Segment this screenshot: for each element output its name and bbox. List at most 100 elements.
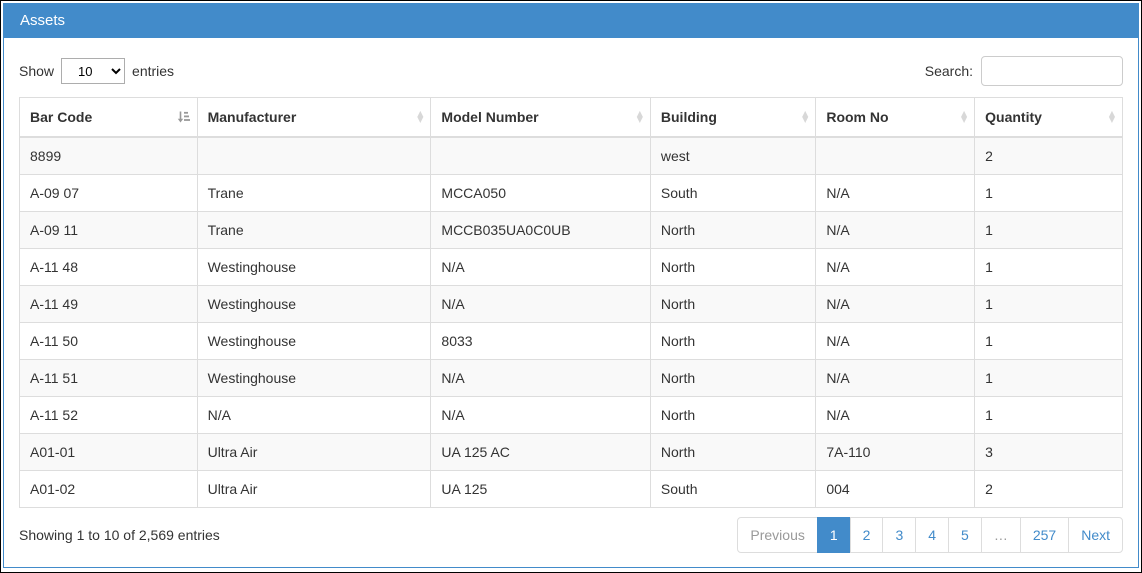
table-controls: Show 10 entries Search: — [19, 56, 1123, 86]
sort-ascending-icon — [177, 111, 190, 124]
table-cell: North — [649, 396, 817, 434]
table-cell: A-11 49 — [19, 285, 198, 323]
table-cell: N/A — [815, 322, 976, 360]
column-label: Manufacturer — [207, 109, 297, 125]
table-cell: N/A — [430, 359, 651, 397]
page-button-label: Previous — [737, 517, 818, 553]
table-cell: Westinghouse — [196, 248, 432, 286]
table-cell: 1 — [974, 248, 1123, 286]
column-header-room-no[interactable]: Room No ▲ ▼ — [815, 97, 976, 138]
page-button-5[interactable]: 5 — [948, 517, 982, 553]
table-cell: 8899 — [19, 136, 198, 175]
table-cell: A01-02 — [19, 470, 198, 508]
column-header-building[interactable]: Building ▲ ▼ — [649, 97, 817, 138]
page-button-label[interactable]: 257 — [1019, 517, 1070, 553]
table-cell: 2 — [974, 470, 1123, 508]
page-length-select[interactable]: 10 — [61, 58, 126, 84]
table-cell: N/A — [815, 396, 976, 434]
table-cell: Ultra Air — [196, 433, 432, 471]
table-cell: A-11 50 — [19, 322, 198, 360]
column-label: Quantity — [985, 109, 1042, 125]
page-button-3[interactable]: 3 — [882, 517, 917, 553]
sort-both-icon: ▲ ▼ — [961, 109, 968, 124]
page-button-4[interactable]: 4 — [915, 517, 950, 553]
table-cell: Ultra Air — [196, 470, 432, 508]
table-cell: North — [649, 322, 817, 360]
table-row: 8899 west 2 — [19, 136, 1123, 175]
column-label: Room No — [826, 109, 889, 125]
page-button--: … — [980, 517, 1021, 553]
table-cell: 004 — [815, 470, 976, 508]
table-row: A-09 11 Trane MCCB035UA0C0UB North N/A 1 — [19, 211, 1123, 249]
column-header-manufacturer[interactable]: Manufacturer ▲ ▼ — [196, 97, 432, 138]
table-cell: N/A — [815, 248, 976, 286]
entries-label: entries — [132, 63, 175, 79]
panel-body: Show 10 entries Search: Bar Code Manufact… — [4, 38, 1138, 569]
column-header-model-number[interactable]: Model Number ▲ ▼ — [430, 97, 651, 138]
table-cell: N/A — [430, 396, 651, 434]
pagination: Previous 1 2 3 4 5… 257 Next — [737, 517, 1123, 553]
search-label: Search: — [924, 63, 973, 79]
sort-both-icon: ▲ ▼ — [417, 109, 424, 124]
table-cell: N/A — [430, 285, 651, 323]
table-cell: Westinghouse — [196, 285, 432, 323]
table-cell: A-11 52 — [19, 396, 198, 434]
search-input[interactable] — [981, 56, 1123, 86]
sort-both-icon: ▲ ▼ — [1108, 109, 1115, 124]
page-button-label[interactable]: Next — [1068, 517, 1123, 553]
table-cell: A-09 11 — [19, 211, 198, 249]
table-cell: South — [649, 174, 817, 212]
table-cell: Trane — [196, 211, 432, 249]
table-cell: A-11 48 — [19, 248, 198, 286]
table-cell: 1 — [974, 285, 1123, 323]
table-row: A-09 07 Trane MCCA050 South N/A 1 — [19, 174, 1123, 212]
page-button-next[interactable]: Next — [1068, 517, 1123, 553]
page-button-257[interactable]: 257 — [1019, 517, 1070, 553]
sort-both-icon: ▲ ▼ — [636, 109, 643, 124]
table-cell: 7A-110 — [815, 433, 976, 471]
page-length-control: Show 10 entries — [19, 58, 174, 84]
page-button-label[interactable]: 2 — [849, 517, 884, 553]
page-button-1[interactable]: 1 — [816, 517, 851, 553]
column-header-quantity[interactable]: Quantity ▲ ▼ — [974, 97, 1123, 138]
table-cell: UA 125 AC — [430, 433, 651, 471]
table-cell: N/A — [196, 396, 432, 434]
table-cell: 1 — [974, 174, 1123, 212]
column-header-bar-code[interactable]: Bar Code — [19, 97, 198, 138]
table-cell: 1 — [974, 322, 1123, 360]
table-cell: A-11 51 — [19, 359, 198, 397]
sort-both-icon: ▲ ▼ — [802, 109, 809, 124]
page-button-2[interactable]: 2 — [849, 517, 884, 553]
table-cell: Westinghouse — [196, 359, 432, 397]
table-cell: A-09 07 — [19, 174, 198, 212]
page-button-label[interactable]: 3 — [882, 517, 917, 553]
table-cell — [430, 136, 651, 175]
assets-table: Bar Code Manufacturer ▲ ▼ Model Number ▲ ▼ Buil… — [19, 97, 1123, 508]
page-button-label[interactable]: 1 — [816, 517, 851, 553]
assets-panel: Assets Show 10 entries Search: Bar Code M… — [3, 3, 1139, 568]
page-button-label[interactable]: 4 — [915, 517, 950, 553]
table-cell: 3 — [974, 433, 1123, 471]
table-row: A-11 50 Westinghouse 8033 North N/A 1 — [19, 322, 1123, 360]
table-cell: west — [649, 136, 817, 175]
table-cell: Westinghouse — [196, 322, 432, 360]
page-button-previous: Previous — [737, 517, 818, 553]
column-label: Bar Code — [30, 109, 93, 125]
panel-title: Assets — [4, 4, 1138, 38]
table-cell: North — [649, 211, 817, 249]
table-cell — [196, 136, 432, 175]
search-control: Search: — [925, 56, 1123, 86]
show-label: Show — [19, 63, 55, 79]
table-cell — [815, 136, 976, 175]
table-cell: North — [649, 248, 817, 286]
table-cell: N/A — [815, 285, 976, 323]
page-button-label: … — [980, 517, 1021, 553]
table-cell: N/A — [815, 174, 976, 212]
table-cell: MCCA050 — [430, 174, 651, 212]
page-button-label[interactable]: 5 — [948, 517, 982, 553]
table-cell: South — [649, 470, 817, 508]
table-row: A01-01 Ultra Air UA 125 AC North 7A-110 3 — [19, 433, 1123, 471]
table-row: A-11 48 Westinghouse N/A North N/A 1 — [19, 248, 1123, 286]
table-cell: North — [649, 359, 817, 397]
